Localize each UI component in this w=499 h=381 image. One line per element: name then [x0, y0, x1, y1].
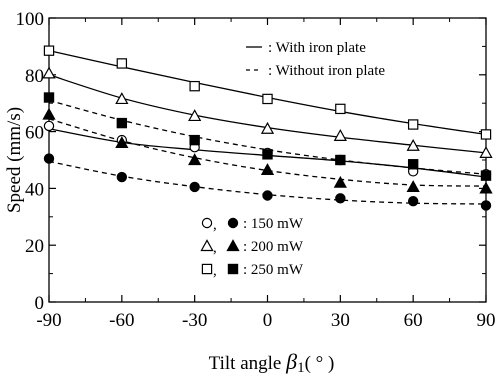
data-point-250-mw-with-plate: [335, 103, 346, 115]
data-point-200-mw-without-plate: [188, 153, 202, 166]
x-tick-label: -30: [182, 310, 207, 331]
x-tick-label: 0: [263, 310, 273, 331]
axis-ticks: -90 -60 -30 0 30 60 90 0 20 40 60 80 100: [16, 9, 496, 331]
data-point-200-mw-without-plate: [333, 175, 347, 188]
data-point-200-mw-without-plate: [115, 136, 129, 149]
legend-marker-open-circle: [201, 217, 213, 229]
data-point-250-mw-without-plate: [116, 117, 128, 129]
legend-comma: ,: [213, 263, 217, 279]
data-point-250-mw-with-plate: [43, 45, 55, 56]
legend-marker-filled-circle: [227, 217, 239, 229]
data-point-250-mw-without-plate: [407, 159, 419, 170]
plot-frame: [48, 17, 487, 303]
data-point-200-mw-without-plate: [479, 181, 493, 194]
data-point-200-mw-without-plate: [260, 163, 275, 176]
y-tick-label: 80: [25, 66, 44, 87]
y-tick-label: 40: [25, 179, 44, 200]
x-tick-label: 30: [331, 310, 350, 331]
data-point-250-mw-with-plate: [116, 58, 128, 69]
data-point-200-mw-with-plate: [333, 129, 347, 141]
legend-marker-filled-triangle: [226, 239, 240, 252]
series-markers: [42, 45, 493, 211]
data-point-250-mw-with-plate: [189, 80, 200, 92]
data-point-250-mw-without-plate: [43, 92, 55, 103]
data-point-150-mw-without-plate: [480, 200, 492, 211]
legend-comma: ,: [213, 217, 217, 233]
data-point-200-mw-with-plate: [479, 146, 493, 158]
data-point-150-mw-without-plate: [407, 195, 419, 207]
y-tick-label: 60: [25, 123, 44, 144]
data-point-250-mw-without-plate: [262, 149, 273, 160]
x-axis-label: Tilt angle β1( ° ): [209, 349, 335, 376]
x-axis-label-symbol: β: [285, 349, 297, 374]
x-tick-label: -90: [36, 310, 61, 331]
data-point-150-mw-without-plate: [262, 190, 273, 201]
y-axis-label: Speed (mm/s): [4, 107, 25, 213]
legend-marker-open-triangle: [200, 239, 214, 252]
x-tick-label: 90: [477, 310, 496, 331]
data-point-200-mw-with-plate: [260, 121, 275, 134]
legend-marker-label: : 250 mW: [243, 262, 304, 278]
data-point-250-mw-without-plate: [480, 170, 492, 181]
data-point-200-mw-without-plate: [42, 107, 56, 120]
legend: : With iron plate : Without iron plate, : …: [200, 40, 385, 279]
x-tick-label: 60: [404, 310, 423, 331]
legend-comma: ,: [213, 240, 217, 256]
data-point-150-mw-without-plate: [189, 181, 200, 193]
legend-marker-label: : 200 mW: [243, 239, 304, 255]
y-tick-label: 100: [16, 9, 45, 30]
data-point-200-mw-with-plate: [42, 66, 56, 79]
data-point-250-mw-with-plate: [262, 93, 273, 105]
y-tick-label: 20: [25, 236, 44, 257]
data-point-200-mw-without-plate: [406, 180, 420, 193]
plot-border: [48, 17, 487, 303]
x-axis-label-unit: ( ° ): [305, 353, 335, 374]
legend-marker-label: : 150 mW: [243, 216, 304, 232]
axis-labels: Speed (mm/s) Tilt angle β1( ° ): [4, 107, 334, 376]
legend-marker-filled-square: [227, 263, 239, 275]
data-point-250-mw-with-plate: [480, 129, 492, 140]
data-point-200-mw-with-plate: [406, 138, 420, 151]
x-axis-label-subscript: 1: [297, 360, 305, 376]
y-tick-label: 0: [35, 293, 45, 314]
x-axis-label-text: Tilt angle: [209, 353, 286, 374]
legend-line-label: : Without iron plate: [268, 63, 385, 79]
data-point-150-mw-with-plate: [43, 120, 55, 132]
data-point-200-mw-with-plate: [115, 92, 129, 105]
data-point-150-mw-without-plate: [335, 193, 346, 204]
data-point-250-mw-without-plate: [335, 154, 346, 166]
data-point-250-mw-without-plate: [189, 134, 200, 146]
legend-line-label: : With iron plate: [268, 40, 366, 56]
data-point-200-mw-with-plate: [188, 109, 202, 122]
data-point-250-mw-with-plate: [407, 119, 419, 130]
data-point-150-mw-without-plate: [116, 171, 128, 183]
legend-marker-open-square: [201, 263, 213, 275]
x-tick-label: -60: [109, 310, 134, 331]
data-point-150-mw-without-plate: [43, 153, 55, 164]
